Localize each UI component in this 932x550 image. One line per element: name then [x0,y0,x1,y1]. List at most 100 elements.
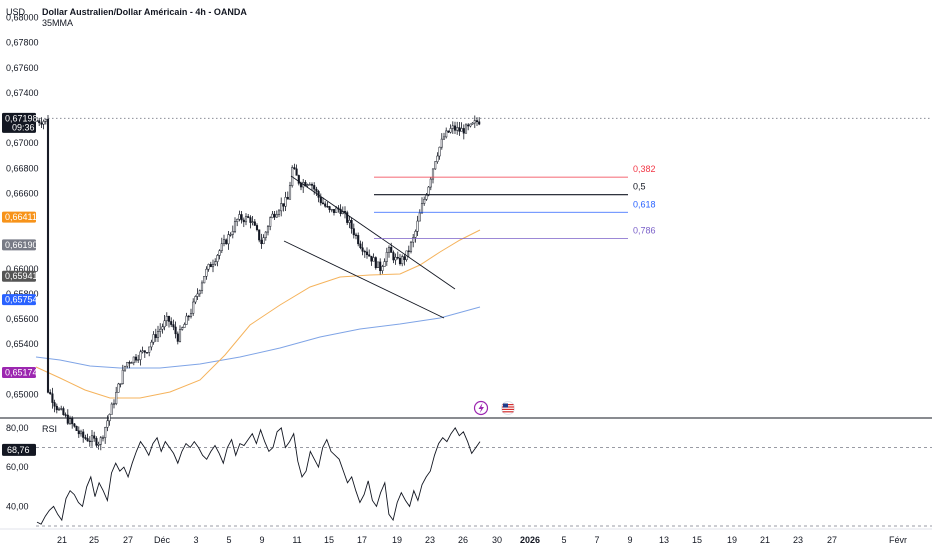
candle [269,216,272,231]
candle [447,130,450,134]
candle [231,225,234,239]
candle [205,266,208,280]
candle [365,247,369,259]
candle-body [200,282,204,291]
candle [317,189,320,203]
event-icons [473,400,515,416]
candle-body [376,261,380,269]
candle-body [220,243,223,251]
candle-body [383,261,386,267]
lightning-icon[interactable] [473,400,489,416]
candle [453,121,457,134]
candle-body [154,334,157,339]
candle [95,436,98,448]
candle [467,123,470,131]
price-tick-label: 0,65400 [6,339,39,349]
candle [86,433,89,442]
price-axis[interactable]: 0,68000 0,67800 0,67600 0,67400 0,67000 0,668… [6,13,39,400]
candle [82,429,85,443]
candle [165,312,168,326]
candle-body [236,219,239,222]
candle-body [427,186,430,196]
candle [442,132,446,141]
candle [275,210,278,218]
candle-body [183,324,186,328]
candle-body [86,438,89,442]
us-flag-icon[interactable] [501,401,515,415]
candle [381,264,384,274]
indicator-label: 35MMA [42,18,73,28]
candle [273,211,276,221]
candle [326,201,329,208]
slow-ma-line [35,306,481,369]
candle-body [385,251,388,262]
candle [104,426,107,444]
candle-body [71,418,74,425]
candle-body [207,264,210,270]
candle-body [306,184,309,186]
candle [359,240,362,250]
candle-body [401,256,404,265]
candle [280,197,283,217]
candle [240,210,243,224]
candle-body [273,213,276,218]
candle-body [471,122,474,125]
candle [295,164,298,176]
time-tick-label: 2026 [520,535,540,545]
candle-body [475,120,479,123]
candle [302,178,305,193]
candle-body [244,216,248,223]
candle [73,423,76,428]
candle-body [390,247,393,253]
candle-body [442,136,446,140]
candle [390,242,393,253]
candle [198,289,201,297]
candle-body [449,128,452,133]
candle-body [46,118,50,393]
candle [181,326,184,331]
candle [258,229,261,243]
candle-body [328,206,331,211]
candle [141,346,144,354]
price-tag-value: 0,66411 [5,212,37,222]
candle-body [123,365,127,371]
candle-body [284,196,287,207]
price-tick-label: 0,65000 [6,389,39,399]
time-axis[interactable]: 21 25 27 Déc 3 5 9 11 15 17 19 23 26 30 2026 5 7 9 13 15 19 2… [57,535,907,545]
candle-body [218,250,221,256]
time-tick-label: 19 [727,535,737,545]
candle-body [53,402,56,407]
candle [170,317,173,328]
time-tick-label: 5 [561,535,566,545]
rsi-tick-label: 60,00 [6,462,29,472]
time-tick-label: 21 [57,535,67,545]
time-tick-label: 15 [692,535,702,545]
candle-body [126,362,129,367]
candle-body [227,234,230,245]
candle-body [165,315,168,322]
candle-body [211,263,215,268]
rsi-line [36,427,481,525]
time-tick-label: 15 [324,535,334,545]
candle [211,259,215,273]
candle-body [280,203,283,212]
candle [374,256,377,270]
candle-body [308,184,311,186]
candle-body [176,333,179,342]
candle-body [453,125,457,131]
candle [392,250,395,264]
candle [350,217,353,234]
candle-body [203,275,206,284]
candle [321,197,325,205]
candle [196,288,199,301]
candle [363,249,366,258]
candle [152,331,155,345]
candle-body [368,254,371,257]
candle [77,426,80,438]
candle [460,122,463,132]
rsi-pane[interactable]: 80,00 60,00 40,00 68,76 [2,423,932,527]
candle [137,354,140,363]
candle [271,211,274,219]
candle [379,258,382,275]
